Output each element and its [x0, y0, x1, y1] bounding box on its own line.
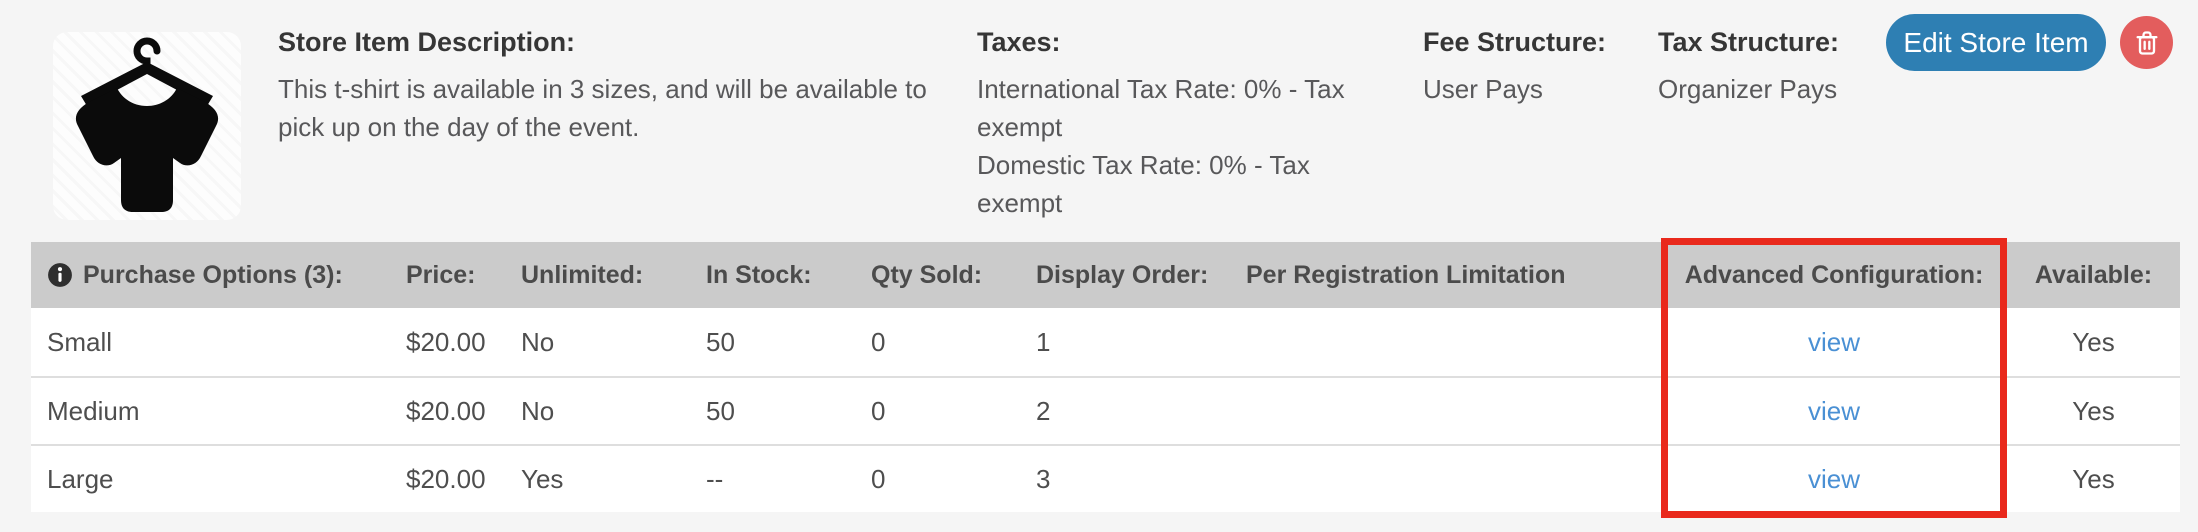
cell-available: Yes — [2072, 326, 2115, 357]
cell-option-name: Medium — [47, 395, 140, 426]
edit-store-item-button[interactable]: Edit Store Item — [1886, 14, 2106, 71]
header-per-registration-limitation: Per Registration Limitation — [1246, 260, 1566, 289]
taxes-label: Taxes: — [977, 27, 1061, 57]
header-purchase-options: Purchase Options (3): — [31, 261, 390, 290]
description-section: Store Item Description: This t-shirt is … — [278, 24, 958, 146]
header-qty-sold: Qty Sold: — [871, 260, 983, 289]
view-advanced-configuration-link[interactable]: view — [1807, 395, 1860, 426]
tax-structure-section: Tax Structure: Organizer Pays — [1658, 24, 1878, 108]
cell-available: Yes — [2072, 395, 2115, 426]
taxes-international-line: International Tax Rate: 0% - Tax exempt — [977, 74, 1345, 142]
header-advanced-configuration: Advanced Configuration: — [1684, 260, 1984, 289]
header-available: Available: — [2034, 260, 2153, 289]
cell-in-stock: 50 — [706, 395, 735, 426]
header-in-stock: In Stock: — [706, 260, 812, 289]
fee-structure-label: Fee Structure: — [1423, 27, 1607, 57]
cell-qty-sold: 0 — [871, 395, 886, 426]
table-row-medium: Medium $20.00 No 50 0 2 view Yes — [31, 376, 2180, 444]
table-header-row: Purchase Options (3): Price: Unlimited: … — [31, 242, 2180, 308]
cell-option-name: Small — [47, 326, 113, 357]
header-unlimited: Unlimited: — [521, 260, 644, 289]
info-icon[interactable] — [47, 262, 73, 288]
cell-price: $20.00 — [406, 326, 486, 357]
cell-in-stock: -- — [706, 463, 724, 494]
cell-display-order: 1 — [1036, 326, 1051, 357]
table-row-small: Small $20.00 No 50 0 1 view Yes — [31, 308, 2180, 376]
cell-option-name: Large — [47, 463, 114, 494]
cell-unlimited: Yes — [521, 463, 564, 494]
store-item-image — [53, 32, 241, 220]
table-row-large: Large $20.00 Yes -- 0 3 view Yes — [31, 444, 2180, 512]
cell-price: $20.00 — [406, 395, 486, 426]
cell-price: $20.00 — [406, 463, 486, 494]
taxes-domestic-line: Domestic Tax Rate: 0% - Tax exempt — [977, 150, 1310, 218]
tshirt-hanger-icon — [75, 37, 219, 212]
fee-structure-value: User Pays — [1423, 74, 1543, 104]
view-advanced-configuration-link[interactable]: view — [1807, 326, 1860, 357]
tax-structure-value: Organizer Pays — [1658, 74, 1838, 104]
fee-structure-section: Fee Structure: User Pays — [1423, 24, 1643, 108]
header-display-order: Display Order: — [1036, 260, 1209, 289]
header-price: Price: — [406, 260, 476, 289]
cell-display-order: 2 — [1036, 395, 1051, 426]
cell-qty-sold: 0 — [871, 463, 886, 494]
view-advanced-configuration-link[interactable]: view — [1807, 463, 1860, 494]
cell-unlimited: No — [521, 395, 555, 426]
description-text: This t-shirt is available in 3 sizes, an… — [278, 74, 927, 142]
cell-qty-sold: 0 — [871, 326, 886, 357]
cell-in-stock: 50 — [706, 326, 735, 357]
edit-store-item-label: Edit Store Item — [1903, 26, 2089, 58]
cell-available: Yes — [2072, 463, 2115, 494]
trash-icon — [2136, 30, 2157, 55]
description-label: Store Item Description: — [278, 27, 576, 57]
delete-store-item-button[interactable] — [2120, 16, 2173, 69]
taxes-section: Taxes: International Tax Rate: 0% - Tax … — [977, 24, 1345, 222]
purchase-options-table: Purchase Options (3): Price: Unlimited: … — [31, 242, 2180, 512]
header-purchase-options-label: Purchase Options (3): — [83, 260, 343, 289]
cell-unlimited: No — [521, 326, 555, 357]
tax-structure-label: Tax Structure: — [1658, 27, 1840, 57]
cell-display-order: 3 — [1036, 463, 1051, 494]
